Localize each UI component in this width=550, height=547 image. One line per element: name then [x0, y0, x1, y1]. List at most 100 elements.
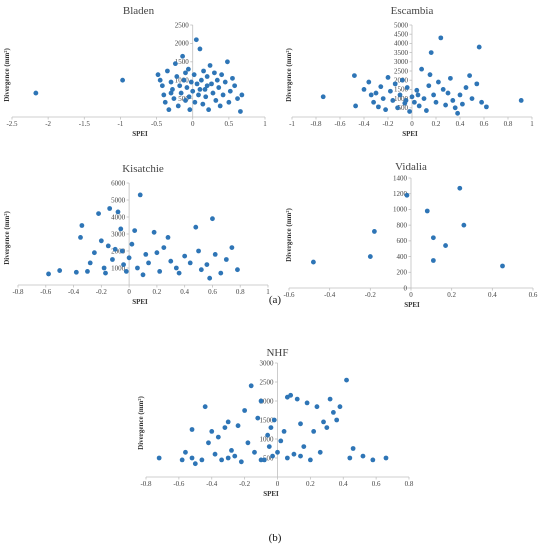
data-point [463, 85, 469, 90]
data-point [265, 432, 271, 438]
data-point [161, 92, 167, 98]
y-tick-label: 1500 [175, 58, 190, 66]
y-axis-label: Divergence (mm²) [285, 48, 293, 102]
data-point [91, 250, 97, 256]
data-point [107, 206, 113, 211]
data-point [115, 209, 121, 215]
data-point [443, 102, 448, 108]
data-point [189, 427, 195, 432]
x-tick-label: -2.5 [6, 120, 18, 128]
data-point [457, 92, 463, 98]
data-point [469, 96, 475, 101]
y-tick-label: 3500 [394, 49, 409, 57]
data-point [212, 252, 218, 257]
data-point [137, 192, 143, 198]
data-point [448, 75, 453, 81]
y-tick-label: 4500 [394, 31, 409, 39]
data-point [172, 61, 178, 67]
data-point [223, 257, 229, 262]
data-point [157, 269, 163, 274]
data-point [217, 103, 223, 109]
data-point [298, 453, 303, 459]
y-tick-label: 800 [397, 221, 408, 229]
data-point [212, 451, 218, 457]
x-tick-label: 0.4 [488, 291, 497, 299]
data-point [119, 248, 125, 254]
data-point [187, 260, 193, 266]
data-point [200, 101, 206, 107]
data-point [419, 66, 424, 72]
data-point [226, 99, 232, 105]
data-point [324, 425, 330, 430]
data-point [395, 105, 400, 111]
data-point [203, 94, 209, 100]
y-tick-label: 1500 [394, 86, 409, 94]
y-tick-label: 600 [397, 237, 408, 245]
data-point [366, 79, 372, 85]
x-axis-label: SPEI [132, 130, 148, 138]
data-point [204, 74, 210, 79]
data-point [352, 73, 357, 78]
x-tick-label: -1.5 [79, 120, 91, 128]
x-tick-label: -0.4 [206, 480, 218, 488]
data-point [189, 455, 195, 461]
data-point [176, 270, 182, 276]
data-point [416, 103, 422, 109]
y-tick-label: 3000 [260, 359, 275, 367]
data-point [385, 75, 391, 80]
data-point [207, 275, 213, 281]
chart-vidalia: Vidalia -0.6 -0.4 -0.2 0 0.2 0.4 0.6 0 200 400 600 8… [283, 161, 537, 309]
data-point [192, 99, 198, 105]
data-point [183, 98, 188, 103]
data-point [252, 449, 257, 455]
data-point [426, 83, 432, 89]
data-point [212, 70, 217, 76]
data-point [479, 99, 484, 105]
data-point [232, 453, 238, 459]
y-tick-label: 5000 [394, 21, 409, 29]
data-point [118, 226, 124, 232]
data-point [445, 90, 451, 96]
y-tick-label: 1200 [393, 190, 408, 198]
y-axis-label: Divergence (mm²) [3, 48, 11, 102]
data-point [268, 425, 274, 430]
data-point [202, 404, 208, 410]
x-tick-label: 1 [263, 120, 267, 128]
x-tick-label: 0.2 [447, 291, 456, 299]
data-point [455, 110, 460, 116]
data-point [270, 453, 275, 459]
x-tick-label: 0.8 [236, 288, 245, 296]
data-point [440, 87, 446, 92]
chart-title: NHF [266, 347, 288, 359]
data-point [165, 68, 170, 74]
data-point [206, 107, 212, 113]
data-point [430, 258, 436, 263]
chart-title: Bladen [123, 5, 155, 17]
y-tick-label: 3000 [394, 58, 409, 66]
data-point [397, 92, 403, 98]
data-point [430, 235, 436, 241]
data-point [424, 208, 430, 214]
data-point [132, 228, 138, 234]
data-point [218, 270, 224, 276]
data-point [112, 246, 118, 252]
data-point [198, 77, 204, 83]
data-point [174, 74, 180, 79]
data-point [518, 98, 524, 103]
data-point [467, 73, 472, 78]
data-point [207, 63, 213, 68]
data-point [337, 404, 343, 410]
y-tick-label: 4000 [111, 213, 126, 221]
data-point [284, 455, 290, 461]
data-point [201, 68, 206, 74]
data-point [376, 104, 381, 110]
y-tick-label: 1400 [393, 174, 408, 182]
data-point [412, 99, 417, 105]
x-tick-label: -1 [289, 120, 295, 128]
data-point [159, 83, 165, 89]
data-point [370, 457, 376, 463]
data-point [135, 265, 140, 271]
data-point [79, 223, 85, 228]
data-point [227, 88, 233, 94]
